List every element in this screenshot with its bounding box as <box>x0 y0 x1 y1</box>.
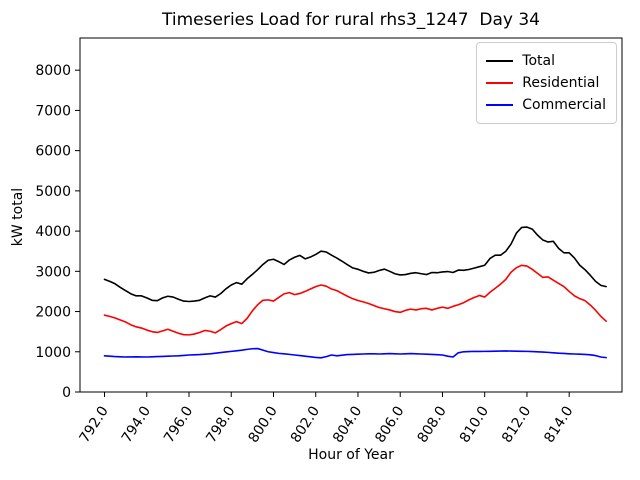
series-line-residential <box>103 264 607 336</box>
y-tick-label: 1000 <box>35 345 71 361</box>
legend-line-swatch <box>486 104 514 106</box>
x-tick-label: 794.0 <box>119 403 154 445</box>
legend: Total Residential Commercial <box>476 42 617 124</box>
x-tick-label: 796.0 <box>161 403 196 445</box>
x-tick-label: 810.0 <box>457 403 492 445</box>
legend-item-total: Total <box>486 50 606 72</box>
legend-item-commercial: Commercial <box>486 94 606 116</box>
series-line-total <box>103 226 607 303</box>
x-tick-label: 812.0 <box>499 403 534 445</box>
x-tick-label: 792.0 <box>77 403 112 445</box>
x-tick-label: 808.0 <box>415 403 450 445</box>
x-tick-label: 804.0 <box>330 403 365 445</box>
legend-line-swatch <box>486 82 514 84</box>
y-tick-label: 5000 <box>35 184 71 200</box>
y-tick-label: 4000 <box>35 224 71 240</box>
y-tick-label: 2000 <box>35 305 71 321</box>
series-line-commercial <box>103 347 607 359</box>
x-axis-label: Hour of Year <box>308 447 394 463</box>
legend-item-residential: Residential <box>486 72 606 94</box>
legend-line-swatch <box>486 60 514 62</box>
y-tick-label: 7000 <box>35 103 71 119</box>
legend-label: Total <box>522 53 555 69</box>
x-tick-label: 802.0 <box>288 403 323 445</box>
x-tick-label: 800.0 <box>246 403 281 445</box>
x-tick-label: 814.0 <box>541 403 576 445</box>
chart-title: Timeseries Load for rural rhs3_1247 Day … <box>162 10 540 30</box>
x-tick-group: 792.0 794.0 796.0 798.0 800.0 802.0 804.0 806.0… <box>77 392 577 446</box>
y-tick-label: 0 <box>62 385 71 401</box>
y-tick-label: 6000 <box>35 144 71 160</box>
legend-label: Commercial <box>522 97 606 113</box>
series-line-group <box>103 226 607 359</box>
y-tick-label: 3000 <box>35 264 71 280</box>
x-tick-label: 806.0 <box>372 403 407 445</box>
axes-box <box>79 37 623 393</box>
y-tick-label: 8000 <box>35 63 71 79</box>
y-axis-label: kW total <box>10 187 26 247</box>
x-tick-label: 798.0 <box>203 403 238 445</box>
legend-label: Residential <box>522 75 600 91</box>
y-tick-group: 0 1000 2000 3000 4000 5000 6000 7000 8000 <box>35 63 80 401</box>
